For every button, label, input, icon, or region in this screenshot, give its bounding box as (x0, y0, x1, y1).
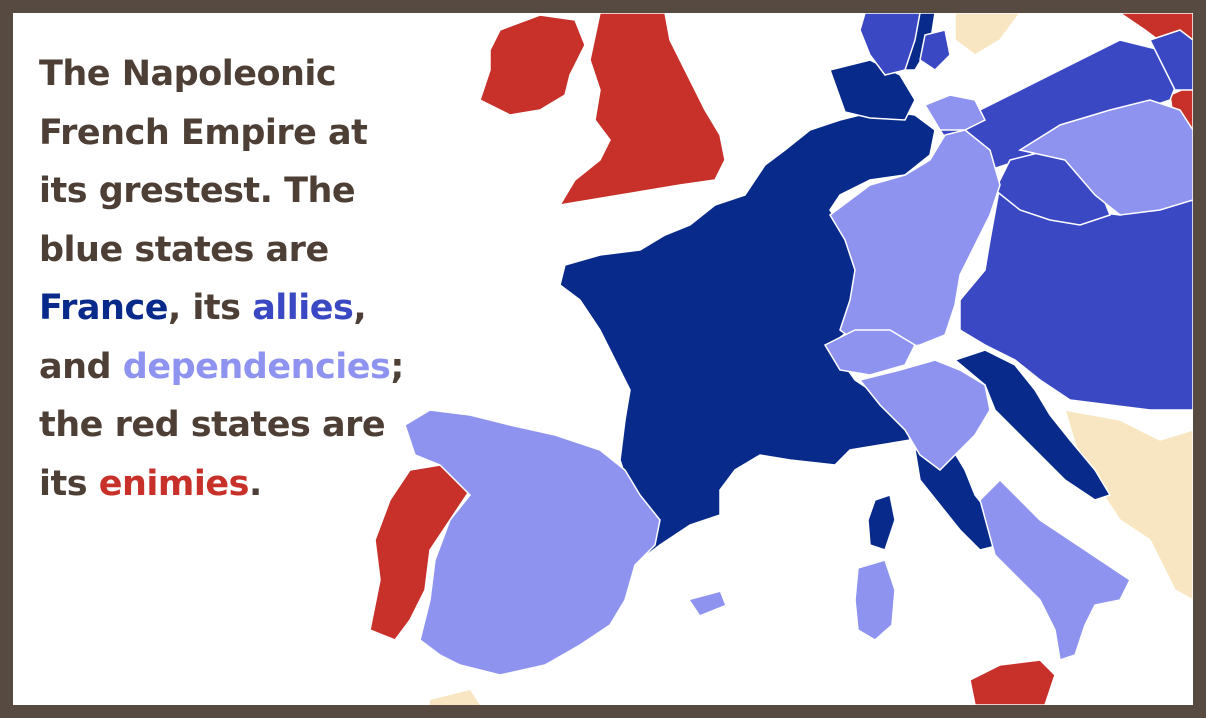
region-corsica (867, 494, 896, 551)
region-confederation-rhine (829, 129, 1001, 351)
region-denmark (859, 13, 921, 76)
legend-enemies: enimies (98, 463, 250, 504)
caption-line-2: French Empire at (39, 112, 368, 153)
region-ireland (479, 14, 586, 116)
region-sardinia (854, 559, 896, 641)
caption-connector-and: and (39, 346, 123, 387)
caption-line-3: its grestest. The (39, 171, 356, 211)
caption-period: . (248, 463, 262, 504)
caption-line-6: and dependencies; (39, 338, 404, 397)
caption-line-7: the red states are (39, 405, 386, 445)
caption-line-8: its enimies. (39, 455, 399, 514)
region-switzerland (823, 329, 916, 376)
region-africa-neutral (430, 690, 480, 705)
caption-connector-its: , its (167, 288, 253, 328)
caption-line-5: France, its allies, (39, 279, 399, 338)
region-austria (959, 183, 1193, 411)
europe-map (369, 13, 1193, 705)
caption-line-1: The Napoleonic (39, 54, 337, 94)
region-naples (979, 478, 1131, 661)
caption-semicolon: ; (390, 346, 404, 387)
legend-allies: allies (252, 288, 354, 328)
caption-comma: , (353, 288, 367, 328)
region-sicily (969, 659, 1056, 705)
legend-france: France (39, 288, 168, 328)
region-scandinavia-neutral (954, 13, 1021, 56)
region-saxony (1018, 99, 1193, 216)
caption-connector-its-2: its (39, 463, 99, 504)
region-britain (558, 13, 726, 207)
region-duchy-warsaw (1148, 29, 1193, 91)
caption-text: The Napoleonic French Empire at its gres… (39, 45, 404, 514)
caption-line-4: blue states are (39, 229, 329, 270)
legend-dependencies: dependencies (122, 346, 391, 387)
region-kingdom-italy (858, 359, 991, 471)
region-balearic (690, 592, 725, 615)
region-zealand (919, 29, 951, 71)
region-spain (404, 409, 661, 676)
region-illyria (953, 349, 1112, 501)
region-westphalia (923, 94, 987, 131)
